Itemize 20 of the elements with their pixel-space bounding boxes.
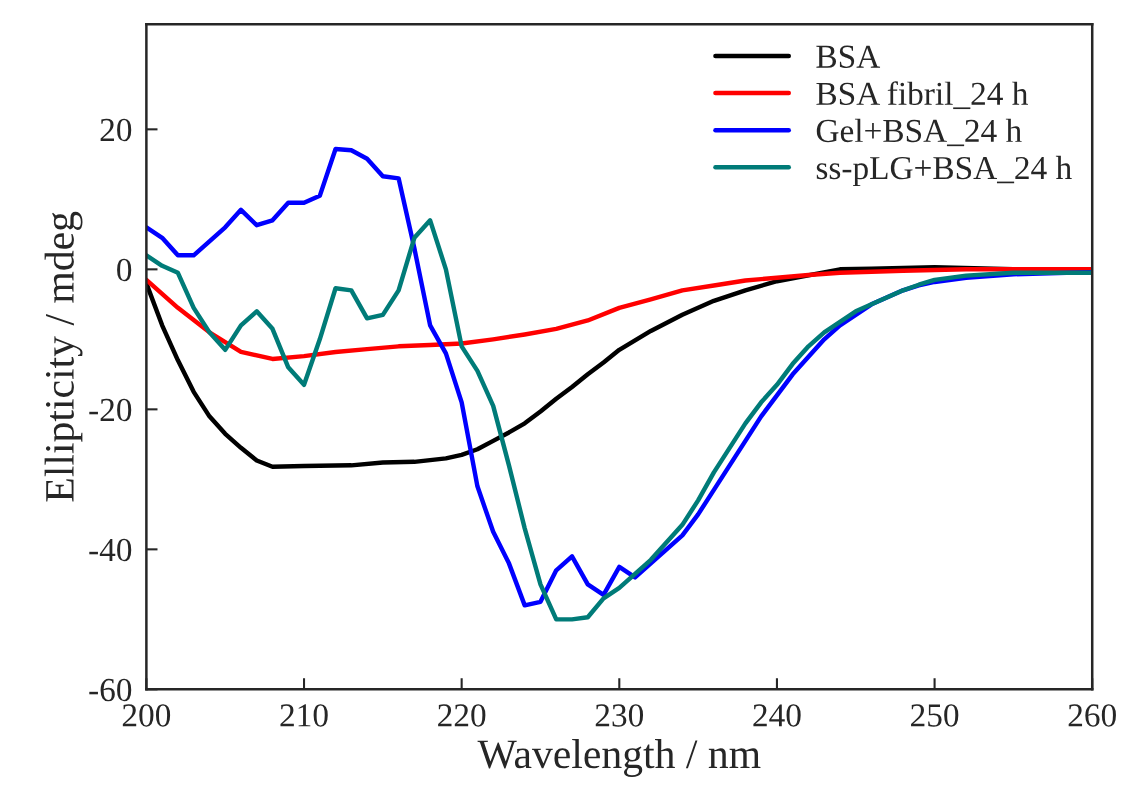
x-tick-label: 240 [753, 704, 801, 727]
legend-label: BSA [816, 45, 881, 68]
y-axis-title: Ellipticity / mdeg [44, 211, 83, 502]
x-tick-label: 220 [438, 704, 486, 727]
y-tick-label: -20 [89, 398, 132, 422]
x-axis-title: Wavelength / nm [477, 739, 761, 777]
y-tick-label: 20 [100, 118, 132, 142]
x-tick-label: 200 [122, 704, 171, 727]
y-tick-label: -60 [89, 678, 132, 702]
y-tick-label: 0 [117, 258, 132, 282]
legend-label: Gel+BSA_24 h [816, 118, 1022, 147]
y-tick-label: -40 [89, 538, 132, 562]
legend-label: BSA fibril_24 h [816, 81, 1028, 110]
legend-label: ss-pLG+BSA_24 h [816, 155, 1072, 187]
line-series [146, 267, 1093, 362]
x-tick-label: 250 [911, 704, 959, 727]
x-tick-label: 230 [595, 704, 644, 727]
x-tick-label: 260 [1068, 704, 1116, 727]
x-tick-label: 210 [280, 704, 328, 727]
line-series [146, 218, 1093, 622]
